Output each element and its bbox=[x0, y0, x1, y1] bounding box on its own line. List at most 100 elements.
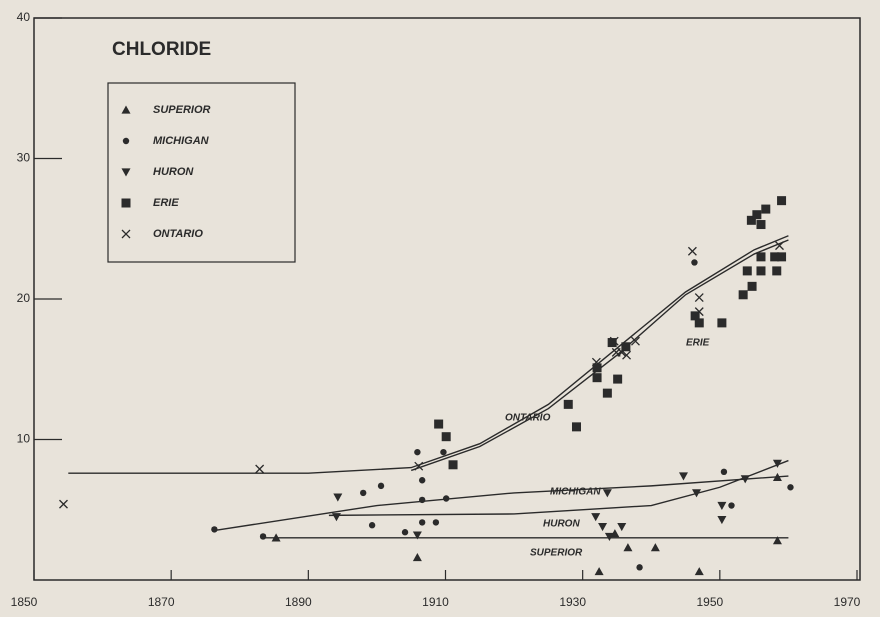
data-point bbox=[360, 489, 367, 497]
data-point bbox=[691, 259, 698, 266]
data-point bbox=[412, 553, 422, 562]
y-tick-label: 40 bbox=[17, 10, 31, 24]
data-point bbox=[591, 513, 601, 522]
data-point bbox=[377, 482, 385, 490]
data-point bbox=[717, 318, 727, 328]
data-point bbox=[412, 531, 422, 540]
data-point bbox=[756, 252, 766, 262]
data-point bbox=[604, 532, 614, 541]
x-tick-label: 1850 bbox=[11, 595, 38, 609]
data-point bbox=[414, 461, 424, 471]
legend-marker bbox=[121, 229, 131, 239]
data-point bbox=[613, 374, 623, 384]
data-point bbox=[694, 307, 704, 317]
data-point bbox=[742, 266, 752, 276]
data-point bbox=[756, 266, 766, 276]
x-tick-label: 1910 bbox=[422, 595, 449, 609]
legend-marker bbox=[122, 137, 130, 145]
data-point bbox=[756, 220, 766, 230]
data-point bbox=[594, 567, 604, 576]
data-point bbox=[401, 529, 409, 536]
legend-box bbox=[107, 82, 296, 263]
data-point bbox=[687, 246, 697, 256]
trend-line bbox=[212, 475, 789, 532]
data-point bbox=[610, 529, 620, 538]
x-tick-label: 1890 bbox=[285, 595, 312, 609]
data-point bbox=[623, 543, 633, 552]
data-point bbox=[694, 318, 704, 328]
curve-label: ERIE bbox=[686, 338, 710, 349]
data-point bbox=[414, 448, 421, 456]
data-point bbox=[622, 350, 632, 360]
data-point bbox=[592, 363, 602, 373]
data-point bbox=[442, 495, 450, 502]
data-point bbox=[211, 526, 218, 533]
legend-label: SUPERIOR bbox=[153, 104, 211, 116]
data-point bbox=[418, 477, 426, 484]
data-point bbox=[259, 533, 267, 540]
x-tick-label: 1870 bbox=[148, 595, 175, 609]
data-point bbox=[602, 489, 612, 498]
data-point bbox=[617, 523, 627, 532]
data-point bbox=[591, 357, 601, 367]
legend-marker bbox=[121, 168, 131, 177]
data-point bbox=[650, 543, 660, 552]
data-point bbox=[746, 215, 756, 225]
y-tick-label: 30 bbox=[17, 151, 31, 165]
data-point bbox=[694, 567, 704, 576]
data-point bbox=[621, 342, 631, 352]
data-point bbox=[761, 204, 771, 214]
legend-marker bbox=[121, 105, 131, 114]
data-point bbox=[717, 515, 727, 525]
data-point bbox=[448, 460, 458, 470]
x-tick-label: 1930 bbox=[559, 595, 586, 609]
data-point bbox=[617, 347, 627, 357]
data-point bbox=[692, 489, 702, 498]
data-point bbox=[728, 502, 735, 509]
curve-label: SUPERIOR bbox=[530, 548, 583, 559]
legend-label: MICHIGAN bbox=[153, 135, 210, 147]
data-point bbox=[694, 293, 704, 303]
data-point bbox=[772, 536, 782, 545]
curve-label: MICHIGAN bbox=[550, 487, 601, 498]
data-point bbox=[609, 336, 619, 346]
data-point bbox=[418, 496, 426, 504]
data-point bbox=[740, 475, 750, 484]
trend-line bbox=[410, 239, 789, 472]
data-point bbox=[368, 522, 376, 529]
data-point bbox=[720, 468, 728, 476]
legend-label: ONTARIO bbox=[153, 228, 203, 240]
x-tick-label: 1970 bbox=[834, 595, 861, 609]
data-point bbox=[592, 373, 602, 383]
data-point bbox=[775, 241, 784, 251]
curve-label: ONTARIO bbox=[505, 413, 551, 424]
legend-label: HURON bbox=[153, 166, 194, 178]
data-point bbox=[738, 290, 748, 300]
legend-marker bbox=[121, 198, 131, 208]
data-point bbox=[255, 464, 265, 474]
data-point bbox=[631, 336, 640, 346]
y-tick-label: 20 bbox=[17, 291, 31, 305]
data-point bbox=[777, 196, 787, 206]
data-point bbox=[770, 252, 780, 262]
data-point bbox=[571, 422, 581, 432]
y-tick-label: 10 bbox=[17, 432, 31, 446]
data-point bbox=[772, 459, 782, 468]
data-point bbox=[636, 564, 643, 571]
data-point bbox=[602, 388, 612, 398]
data-point bbox=[333, 493, 343, 502]
data-point bbox=[441, 432, 451, 442]
data-point bbox=[772, 472, 782, 482]
data-point bbox=[331, 513, 341, 522]
data-point bbox=[434, 419, 444, 429]
chart-title: CHLORIDE bbox=[112, 39, 211, 60]
data-point bbox=[563, 399, 573, 409]
data-point bbox=[59, 499, 68, 509]
curve-label: HURON bbox=[543, 519, 580, 530]
legend-label: ERIE bbox=[153, 197, 179, 209]
x-tick-label: 1950 bbox=[696, 595, 723, 609]
data-point bbox=[440, 448, 447, 456]
data-point bbox=[271, 533, 281, 542]
